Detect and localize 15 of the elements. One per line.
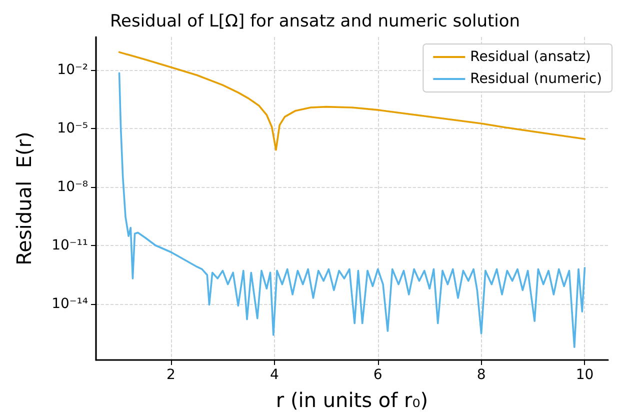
x-tick-label: 8 (476, 367, 486, 383)
x-tick-label: 6 (373, 367, 382, 383)
legend-label: Residual (numeric) (470, 71, 602, 87)
x-tick-label: 2 (166, 367, 176, 383)
y-tick-label: 10⁻⁸ (57, 178, 88, 195)
y-tick-label: 10⁻¹⁴ (52, 296, 88, 312)
y-tick-label: 10⁻¹¹ (52, 237, 88, 254)
x-tick-label: 10 (576, 367, 594, 383)
y-tick-label: 10⁻⁵ (57, 120, 88, 137)
y-tick-label: 10⁻² (57, 62, 88, 78)
y-axis-title: Residual E(r) (12, 132, 36, 266)
legend-label: Residual (ansatz) (470, 49, 591, 65)
x-axis-title: r (in units of r₀) (276, 388, 428, 412)
x-tick-label: 4 (270, 367, 279, 383)
chart-title: Residual of L[Ω] for ansatz and numeric solution (110, 12, 520, 32)
